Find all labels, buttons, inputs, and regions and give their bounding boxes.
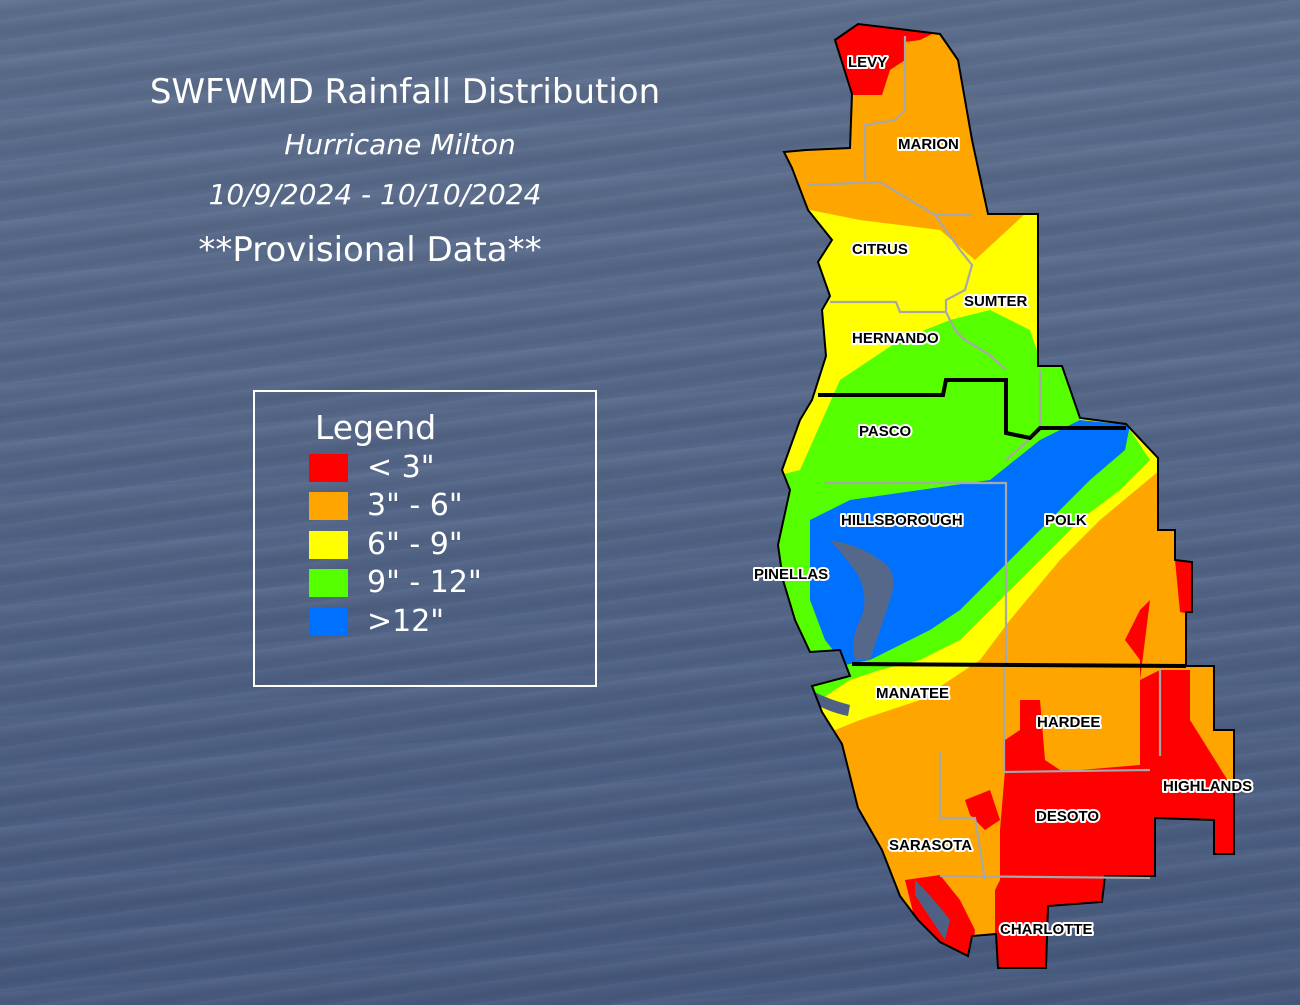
district-outline — [776, 22, 1235, 969]
legend-label: < 3" — [367, 450, 435, 485]
zone-over-12-in — [810, 420, 1130, 665]
sarasota-bay — [810, 690, 850, 716]
legend-swatch — [309, 531, 348, 559]
manatee-north-boundary — [851, 662, 1187, 668]
legend: Legend < 3" 3" - 6" 6" - 9" 9" - 12" >12… — [253, 390, 597, 687]
legend-label: 9" - 12" — [367, 565, 482, 600]
county-label-highlands: HIGHLANDS — [1163, 778, 1252, 795]
county-label-hillsborough: HILLSBOROUGH — [841, 512, 963, 529]
legend-swatch — [309, 492, 348, 520]
county-label-pinellas: PINELLAS — [754, 566, 828, 583]
county-label-sarasota: SARASOTA — [889, 837, 972, 854]
provisional-note: **Provisional Data** — [198, 230, 542, 270]
zone-under-3-in — [995, 670, 1234, 968]
county-label-manatee: MANATEE — [876, 685, 949, 702]
county-label-desoto: DESOTO — [1036, 808, 1099, 825]
county-label-hardee: HARDEE — [1037, 714, 1100, 731]
county-label-citrus: CITRUS — [852, 241, 908, 258]
county-label-charlotte: CHARLOTTE — [1000, 921, 1093, 938]
county-label-levy: LEVY — [848, 54, 887, 71]
map-subtitle: Hurricane Milton — [284, 128, 516, 161]
legend-swatch — [309, 454, 348, 482]
county-label-polk: POLK — [1045, 512, 1087, 529]
charlotte-harbor — [915, 880, 950, 940]
pasco-north-boundary — [818, 378, 1126, 441]
county-label-sumter: SUMTER — [964, 293, 1028, 310]
tampa-bay — [830, 540, 894, 660]
county-label-marion: MARION — [898, 136, 959, 153]
zone-under-3-in — [965, 790, 1000, 830]
legend-label: >12" — [367, 604, 445, 639]
zone-under-3-in — [1175, 560, 1195, 615]
county-label-pasco: PASCO — [859, 423, 912, 440]
date-range: 10/9/2024 - 10/10/2024 — [208, 178, 542, 211]
legend-label: 6" - 9" — [367, 527, 463, 562]
legend-label: 3" - 6" — [367, 488, 463, 523]
legend-swatch — [309, 608, 348, 636]
zone-under-3-in — [1125, 600, 1150, 680]
legend-swatch — [309, 569, 348, 597]
zone-under-3-in — [830, 24, 905, 95]
map-title: SWFWMD Rainfall Distribution — [149, 72, 661, 112]
county-label-hernando: HERNANDO — [852, 330, 939, 347]
legend-title: Legend — [315, 408, 437, 447]
